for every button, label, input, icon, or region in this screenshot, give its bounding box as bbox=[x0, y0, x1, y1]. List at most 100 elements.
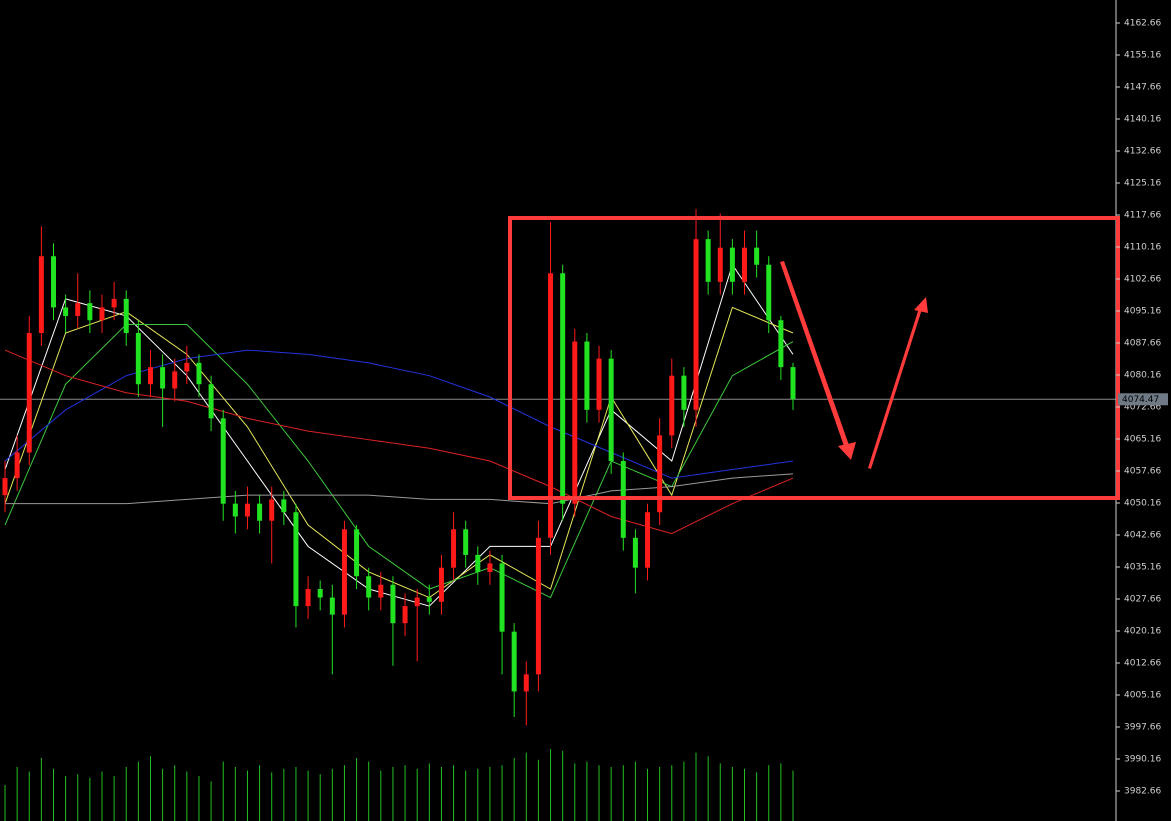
candle-body bbox=[293, 512, 299, 607]
moving-average bbox=[4, 323, 794, 599]
candle-body bbox=[75, 303, 81, 316]
candle-body bbox=[729, 247, 735, 282]
y-tick-label: 4020.16 bbox=[1124, 627, 1161, 637]
candle-body bbox=[147, 367, 153, 385]
moving-average bbox=[4, 263, 794, 607]
candle-body bbox=[438, 567, 444, 602]
candle-body bbox=[681, 375, 687, 410]
y-tick-label: 4072.66 bbox=[1124, 403, 1161, 413]
candle-body bbox=[754, 247, 760, 265]
candle-body bbox=[281, 499, 287, 513]
y-tick-label: 4147.66 bbox=[1124, 82, 1161, 92]
y-tick-label: 4155.16 bbox=[1124, 50, 1161, 60]
candle-body bbox=[645, 512, 651, 568]
candle-body bbox=[778, 320, 784, 368]
moving-average bbox=[4, 349, 794, 535]
candle-body bbox=[717, 247, 723, 282]
candle-body bbox=[742, 247, 748, 282]
candle-body bbox=[354, 529, 360, 577]
candle-body bbox=[135, 333, 141, 385]
candle-body bbox=[329, 597, 335, 615]
candle-body bbox=[366, 576, 372, 598]
candle-body bbox=[572, 341, 578, 504]
candle-body bbox=[184, 362, 190, 372]
candle-body bbox=[402, 606, 408, 624]
current-price-box bbox=[1118, 393, 1168, 406]
candle-body bbox=[50, 256, 56, 308]
candle-body bbox=[548, 273, 554, 538]
candle-body bbox=[766, 264, 772, 321]
candle-body bbox=[487, 563, 493, 572]
y-tick-label: 3997.66 bbox=[1124, 723, 1161, 733]
candle-body bbox=[341, 529, 347, 615]
y-tick-label: 4050.16 bbox=[1124, 499, 1161, 509]
candle-body bbox=[99, 307, 105, 321]
y-tick-label: 4102.66 bbox=[1124, 275, 1161, 285]
candle-body bbox=[160, 367, 166, 389]
candle-body bbox=[123, 298, 129, 334]
y-tick-label: 4140.16 bbox=[1124, 114, 1161, 124]
y-tick-label: 4117.66 bbox=[1124, 210, 1161, 220]
candle-body bbox=[305, 589, 311, 607]
y-tick-label: 4110.16 bbox=[1124, 242, 1161, 252]
arrow-down bbox=[780, 261, 856, 460]
arrow-up bbox=[868, 297, 928, 469]
y-tick-label: 4125.16 bbox=[1124, 178, 1161, 188]
candle-body bbox=[208, 384, 214, 419]
candle-body bbox=[257, 503, 263, 521]
candle-body bbox=[244, 503, 250, 517]
y-tick-label: 4057.66 bbox=[1124, 467, 1161, 477]
candle-body bbox=[14, 452, 20, 479]
candle-body bbox=[172, 371, 178, 389]
candle-body bbox=[87, 303, 93, 321]
plot bbox=[0, 209, 1116, 821]
y-tick-label: 4005.16 bbox=[1124, 691, 1161, 701]
y-tick-label: 4042.66 bbox=[1124, 531, 1161, 541]
candle-body bbox=[26, 333, 32, 453]
moving-average bbox=[4, 349, 794, 479]
y-tick-label: 4162.66 bbox=[1124, 18, 1161, 28]
y-tick-label: 4035.16 bbox=[1124, 563, 1161, 573]
candle-body bbox=[511, 631, 517, 692]
candle-body bbox=[632, 537, 638, 568]
range-box bbox=[508, 216, 1120, 500]
y-tick-label: 4027.66 bbox=[1124, 595, 1161, 605]
candle-body bbox=[584, 341, 590, 410]
candle-body bbox=[38, 256, 44, 334]
candle-body bbox=[669, 375, 675, 436]
candle-body bbox=[451, 529, 457, 568]
candle-body bbox=[693, 239, 699, 410]
candle-body bbox=[523, 674, 529, 692]
candle-body bbox=[608, 358, 614, 462]
candle-body bbox=[790, 367, 796, 400]
y-tick-label: 4132.66 bbox=[1124, 146, 1161, 156]
candle-body bbox=[463, 529, 469, 555]
candle-body bbox=[414, 597, 420, 607]
y-tick-label: 4087.66 bbox=[1124, 339, 1161, 349]
y-tick-label: 4012.66 bbox=[1124, 659, 1161, 669]
y-tick-label: 3990.16 bbox=[1124, 755, 1161, 765]
candle-body bbox=[378, 584, 384, 598]
candle-body bbox=[475, 554, 481, 572]
y-tick-label: 4095.16 bbox=[1124, 307, 1161, 317]
candle-body bbox=[426, 597, 432, 602]
candle-body bbox=[269, 499, 275, 521]
candle-body bbox=[596, 358, 602, 410]
candle-body bbox=[232, 503, 238, 517]
y-tick-label: 4065.16 bbox=[1124, 435, 1161, 445]
candle-body bbox=[657, 435, 663, 513]
candle-body bbox=[196, 362, 202, 385]
candle-body bbox=[390, 584, 396, 624]
candle-body bbox=[560, 273, 566, 504]
candle-body bbox=[2, 478, 8, 496]
candle-body bbox=[317, 589, 323, 598]
current-price-label: 4074.47 bbox=[1122, 395, 1159, 405]
candle-body bbox=[535, 537, 541, 675]
y-tick-label: 3982.66 bbox=[1124, 787, 1161, 797]
candle-body bbox=[705, 239, 711, 282]
candle-body bbox=[111, 298, 117, 308]
candle-body bbox=[499, 563, 505, 632]
candle-body bbox=[63, 307, 69, 316]
candle-body bbox=[220, 418, 226, 504]
